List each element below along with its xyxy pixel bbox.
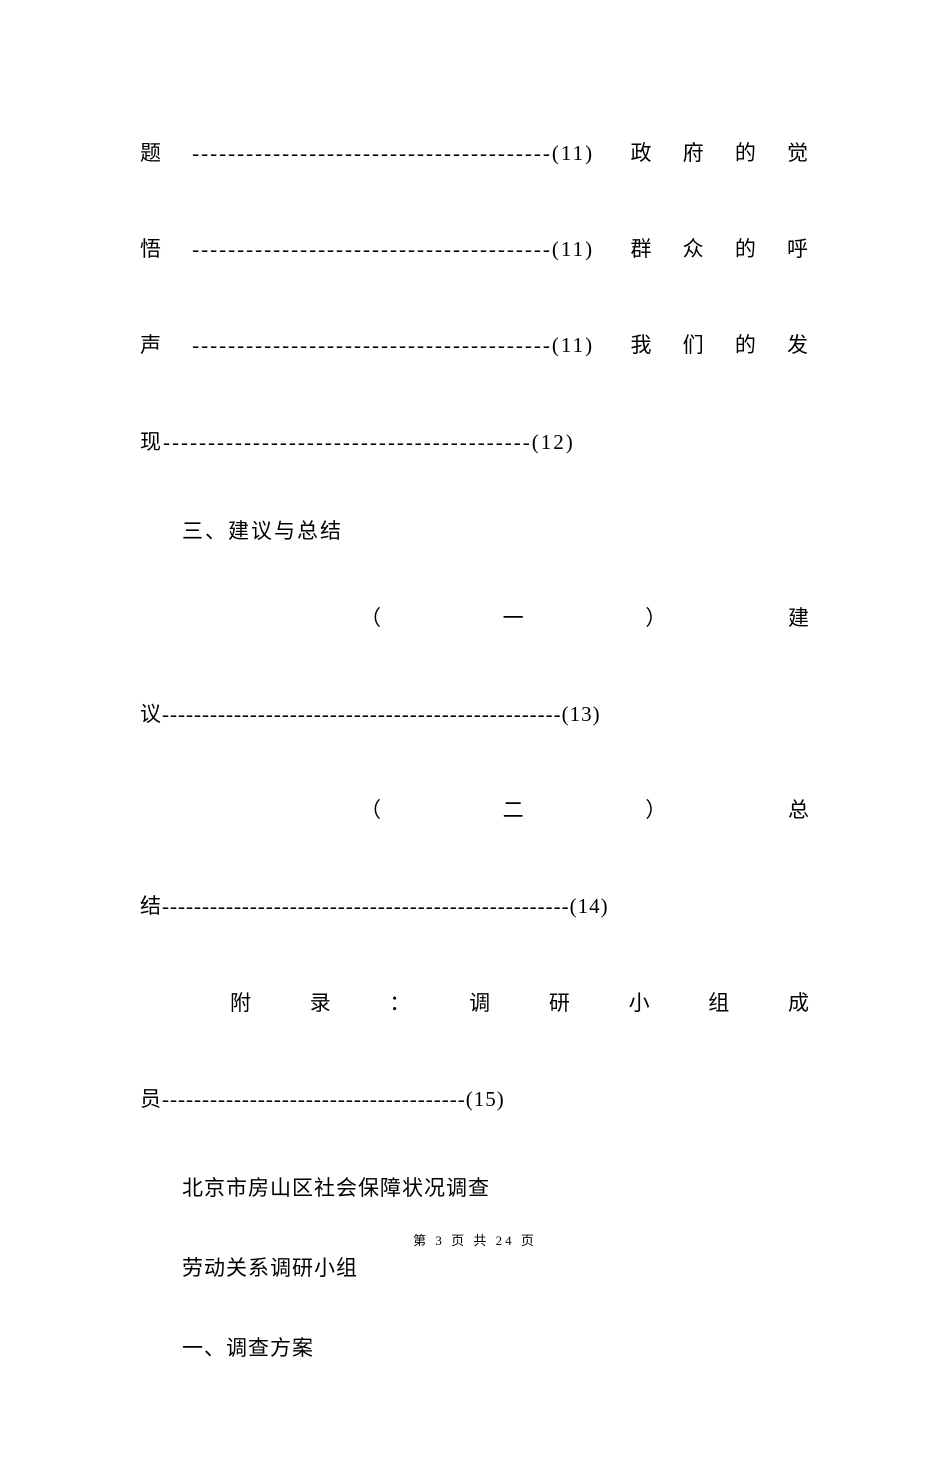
page-footer: 第 3 页 共 24 页 <box>0 1230 950 1249</box>
document-page: 题---------------------------------------… <box>0 0 950 1472</box>
sub-toc-1-first: （一）建 <box>140 595 810 641</box>
document-title: 北京市房山区社会保障状况调查 <box>140 1172 810 1202</box>
toc-line-4: 现---------------------------------------… <box>140 419 810 465</box>
section-1-heading: 一、调查方案 <box>140 1332 810 1362</box>
toc-line-3: 声---------------------------------------… <box>140 322 810 368</box>
sub-toc-2-second: 结---------------------------------------… <box>140 883 810 929</box>
sub-toc-2-first: （二）总 <box>140 787 810 833</box>
toc-line-1: 题---------------------------------------… <box>140 130 810 176</box>
section-3-heading: 三、建议与总结 <box>140 515 810 545</box>
appendix-first: 附录：调研小组成 <box>140 980 810 1026</box>
sub-toc-1-second: 议---------------------------------------… <box>140 691 810 737</box>
appendix-second: 员--------------------------------------(… <box>140 1076 810 1122</box>
toc-line-2: 悟---------------------------------------… <box>140 226 810 272</box>
document-subtitle: 劳动关系调研小组 <box>140 1252 810 1282</box>
